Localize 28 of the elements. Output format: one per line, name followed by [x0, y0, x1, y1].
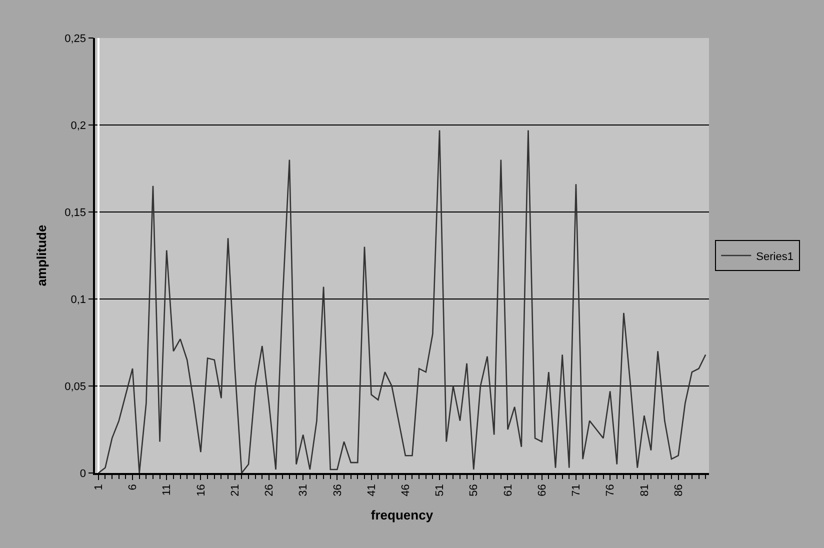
x-tick-label: 21: [229, 484, 242, 496]
x-tick-label: 1: [92, 484, 105, 490]
y-tick-label: 0: [80, 468, 86, 480]
x-tick-label: 11: [161, 484, 174, 496]
x-tick-label: 31: [298, 484, 310, 496]
x-tick-label: 6: [127, 484, 140, 490]
x-tick-label: 36: [332, 484, 344, 496]
x-tick-label: 46: [400, 484, 412, 496]
x-tick-label: 16: [195, 484, 208, 496]
legend-label: Series1: [756, 250, 794, 263]
y-tick-label: 0,05: [64, 380, 86, 393]
x-tick-label: 26: [264, 484, 276, 496]
x-tick-label: 81: [638, 484, 651, 496]
y-axis-title: amplitude: [34, 224, 50, 286]
x-tick-label: 66: [536, 484, 548, 496]
x-tick-label: 86: [672, 484, 685, 496]
x-tick-label: 41: [366, 484, 378, 496]
x-tick-label: 61: [502, 484, 514, 496]
x-tick-label: 56: [468, 484, 480, 496]
y-tick-label: 0,1: [70, 294, 86, 306]
x-tick-label: 76: [604, 484, 617, 496]
x-axis-title: frequency: [370, 508, 434, 522]
y-tick-label: 0,15: [64, 206, 86, 219]
line-series: [98, 130, 706, 473]
y-tick-label: 0,25: [64, 32, 86, 45]
x-tick-label: 71: [570, 484, 583, 496]
x-tick-label: 51: [434, 484, 446, 496]
y-tick-label: 0,2: [70, 120, 86, 132]
